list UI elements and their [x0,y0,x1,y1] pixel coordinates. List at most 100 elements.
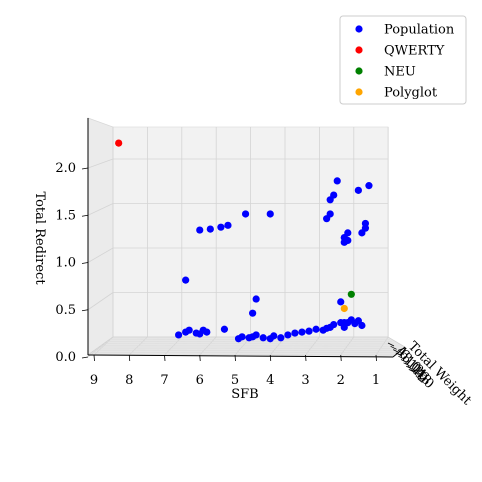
data-point [199,326,207,334]
data-point [330,320,338,329]
y-tick-label: 0.0 [55,350,76,365]
y-tick-mark [81,214,89,217]
grid-line-y-left [87,247,114,263]
data-point [344,229,352,237]
y-tick-label: 2.0 [55,161,76,176]
data-point [330,191,338,199]
x-tick-mark [269,354,272,362]
data-point [298,328,306,336]
data-point [252,295,260,303]
x-tick-mark [128,354,131,362]
y-tick-label: 1.5 [55,208,76,223]
x-tick-mark [199,354,201,362]
x-tick-label: 9 [90,373,98,388]
y-tick-labels: 0.0 0.5 1.0 1.5 2.0 [55,161,89,365]
data-point [196,226,204,234]
x-tick-mark [340,354,342,362]
grid-line-y-left [87,158,114,169]
data-point [291,329,299,337]
z-tick-mark [406,365,413,370]
x-tick-mark [93,354,95,362]
legend: Population QWERTY NEU Polyglot [339,15,467,105]
x-tick-label: 5 [231,373,239,388]
z-tick-mark [403,362,410,367]
x-tick-mark [164,354,166,362]
data-points [115,139,373,343]
legend-label: NEU [384,65,416,80]
data-point [312,325,320,333]
x-axis-label: SFB [231,387,258,402]
data-point [224,221,232,229]
x-tick-label: 4 [266,373,274,388]
data-point [220,325,229,333]
data-point [270,332,278,340]
data-point [323,215,331,223]
z-tick-mark [408,369,415,373]
x-tick-mark [234,354,236,362]
data-point [217,223,225,231]
y-axis-label: Total Redirect [32,191,47,285]
data-point [344,236,352,245]
legend-label: Population [384,23,455,38]
data-point [340,304,348,313]
grid-line-y-left [87,203,114,216]
left-pane [87,117,114,356]
z-axis-line [392,346,406,358]
z-tick-mark [393,349,400,353]
z-tick-mark [387,342,395,347]
y-tick-mark [81,309,89,312]
legend-box [339,15,467,105]
data-point [365,182,373,190]
data-point [259,334,267,342]
x-tick-label: 1 [372,373,380,388]
x-tick-labels: 9 8 7 6 5 4 3 2 1 [90,354,380,388]
x-tick-mark [375,354,377,362]
data-point [175,331,183,339]
z-tick-mark [390,345,397,350]
data-point [358,321,366,330]
data-point [340,319,348,327]
y-tick-mark [81,262,89,264]
data-point [337,298,345,306]
data-point [354,186,362,194]
x-tick-mark [305,354,307,362]
data-point [266,210,274,218]
data-point [241,210,250,218]
x-tick-label: 6 [196,373,204,388]
x-tick-label: 2 [337,373,345,388]
legend-label: QWERTY [384,44,445,59]
data-point [115,139,123,147]
z-tick-mark [395,352,402,357]
x-tick-label: 3 [301,373,309,388]
data-point [252,331,260,339]
legend-marker [355,25,363,33]
data-point [182,276,190,284]
z-tick-mark [398,355,405,360]
grid-line-y-left [87,292,114,311]
data-point [284,331,292,339]
data-point [347,290,355,298]
legend-label: Polyglot [384,86,438,101]
legend-marker [355,67,363,75]
data-point [185,326,193,334]
data-point [238,333,246,341]
data-point [333,177,341,185]
x-axis-line [87,354,394,358]
y-tick-mark [81,356,89,359]
y-tick-label: 0.5 [55,303,76,318]
legend-marker [355,88,363,96]
z-tick-mark [400,359,408,363]
data-point [277,334,285,342]
x-tick-label: 8 [125,373,133,388]
legend-marker [355,46,363,54]
grid-line-y-left [87,336,114,358]
data-point [249,309,257,317]
data-point [305,327,313,335]
y-tick-mark [81,167,89,170]
data-point [206,225,214,233]
data-point [361,219,370,228]
axes [87,118,406,358]
y-tick-label: 1.0 [55,256,76,271]
